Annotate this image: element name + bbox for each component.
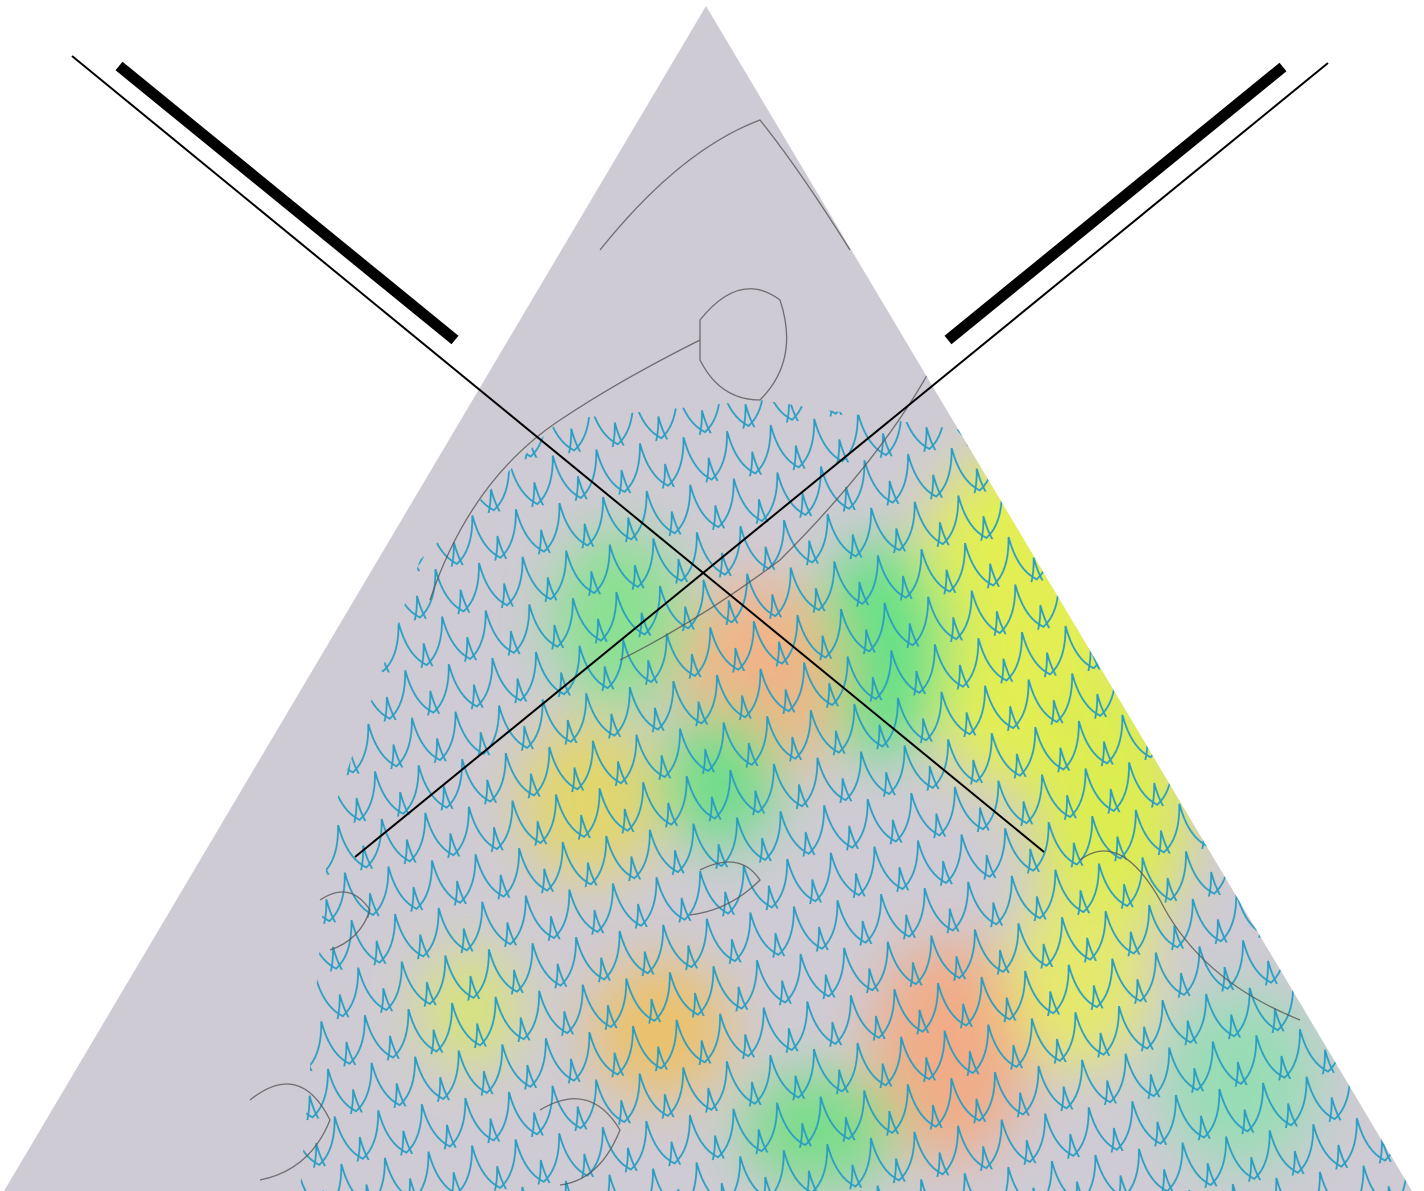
thick-line <box>115 61 459 345</box>
thick-line <box>944 62 1287 345</box>
thin-line <box>71 55 1045 853</box>
cross-lines <box>71 55 1329 858</box>
pencil-figures <box>249 119 1301 1186</box>
thin-line <box>354 62 1329 858</box>
